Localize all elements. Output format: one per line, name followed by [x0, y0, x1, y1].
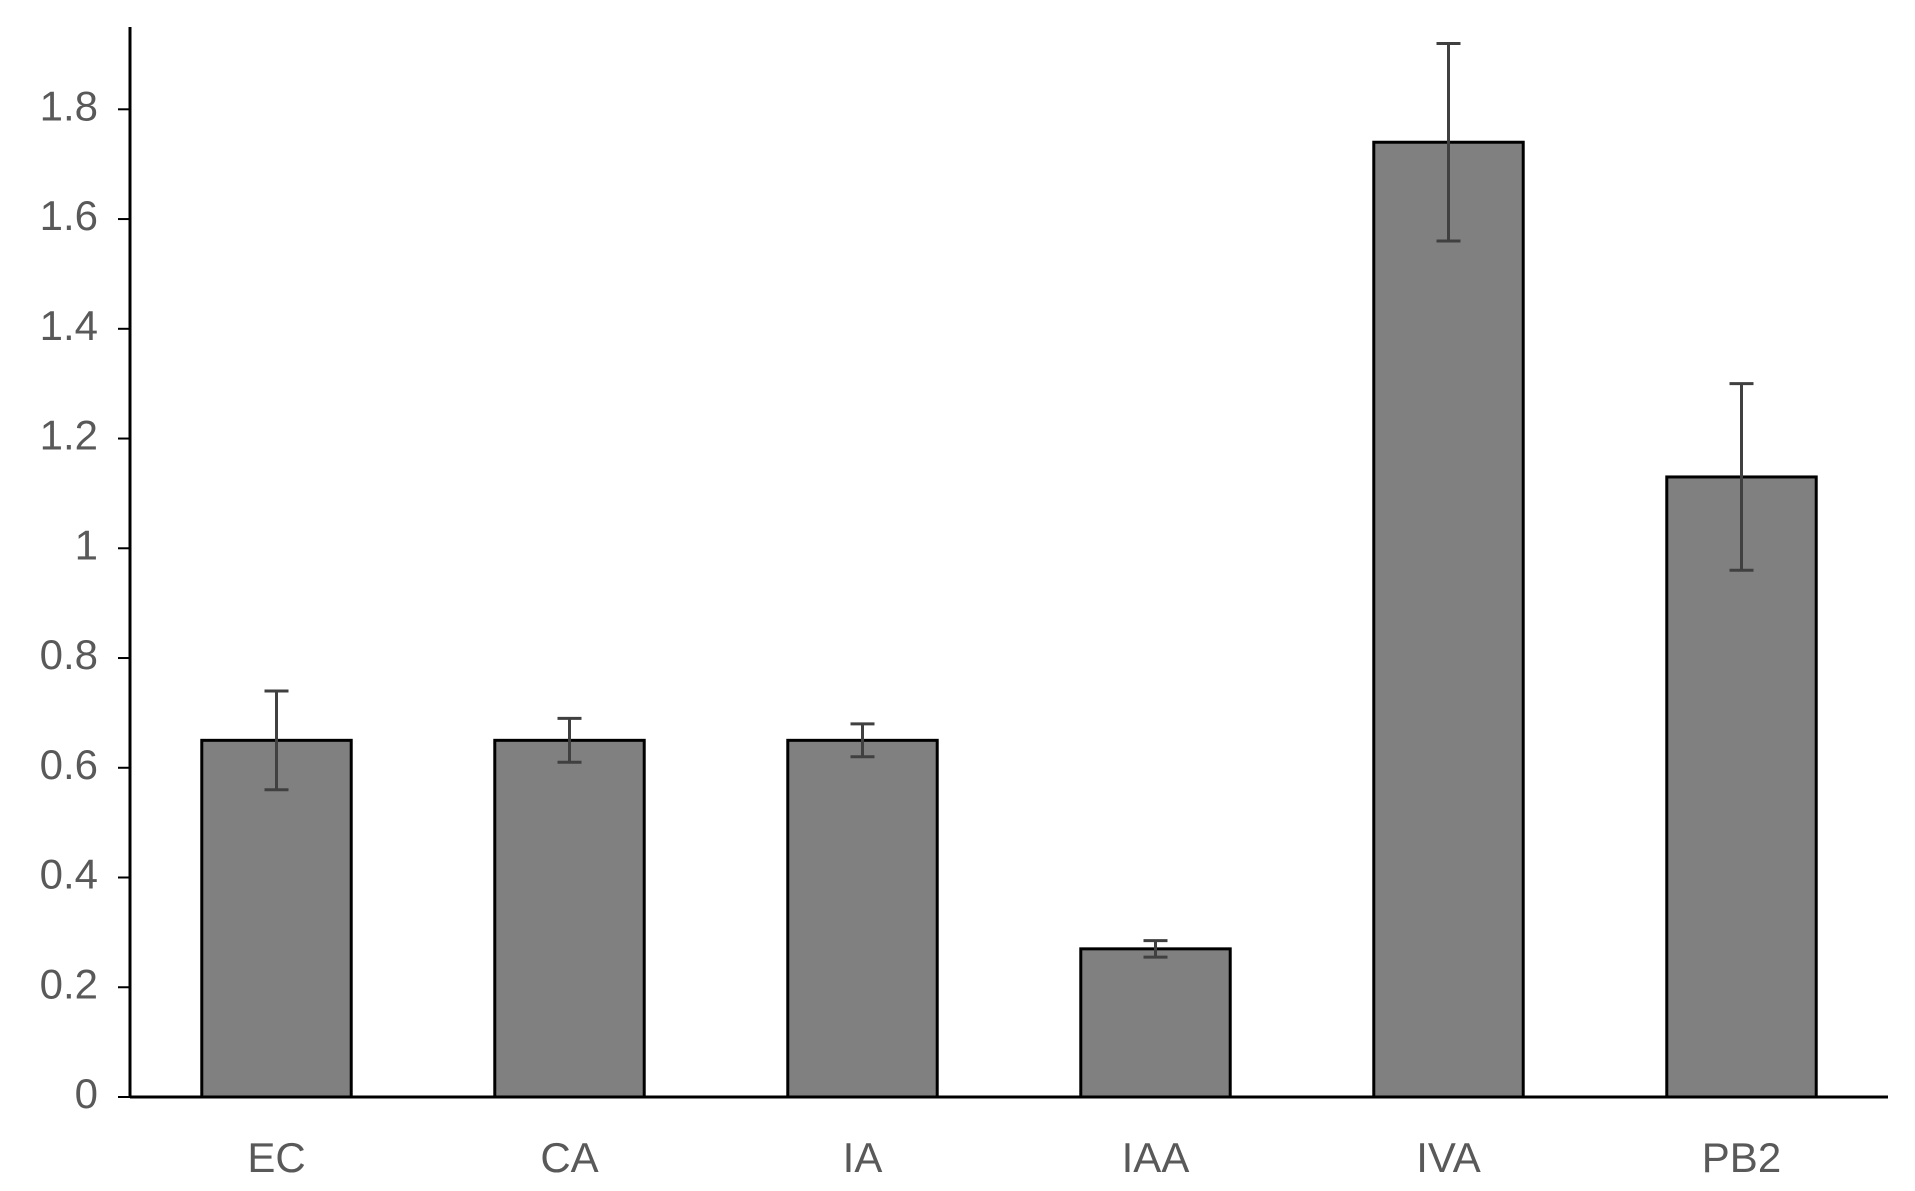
y-tick-label: 0.2: [40, 960, 98, 1007]
error-bar: [1143, 939, 1168, 959]
y-tick-label: 0.6: [40, 741, 98, 788]
bar: [1079, 947, 1232, 1099]
bar: [1372, 140, 1525, 1099]
y-tick-label: 1: [75, 521, 98, 568]
y-tick-label: 1.6: [40, 192, 98, 239]
y-tick-label: 1.8: [40, 82, 98, 129]
y-tick-label: 0.8: [40, 631, 98, 678]
error-bar: [850, 722, 875, 759]
x-tick-label: IVA: [1416, 1134, 1481, 1181]
error-bar: [557, 716, 582, 764]
x-tick-label: EC: [247, 1134, 305, 1181]
y-tick-label: 0: [75, 1070, 98, 1117]
y-tick-label: 1.4: [40, 302, 98, 349]
y-tick-label: 0.4: [40, 851, 98, 898]
bar: [786, 738, 939, 1099]
x-tick-label: PB2: [1702, 1134, 1781, 1181]
bar: [493, 738, 646, 1099]
x-tick-label: IAA: [1122, 1134, 1190, 1181]
bar: [200, 738, 353, 1099]
error-bar: [264, 689, 289, 792]
y-tick-label: 1.2: [40, 412, 98, 459]
x-tick-label: IA: [843, 1134, 883, 1181]
error-bar: [1729, 382, 1754, 572]
x-tick-label: CA: [540, 1134, 598, 1181]
error-bar: [1436, 41, 1461, 243]
